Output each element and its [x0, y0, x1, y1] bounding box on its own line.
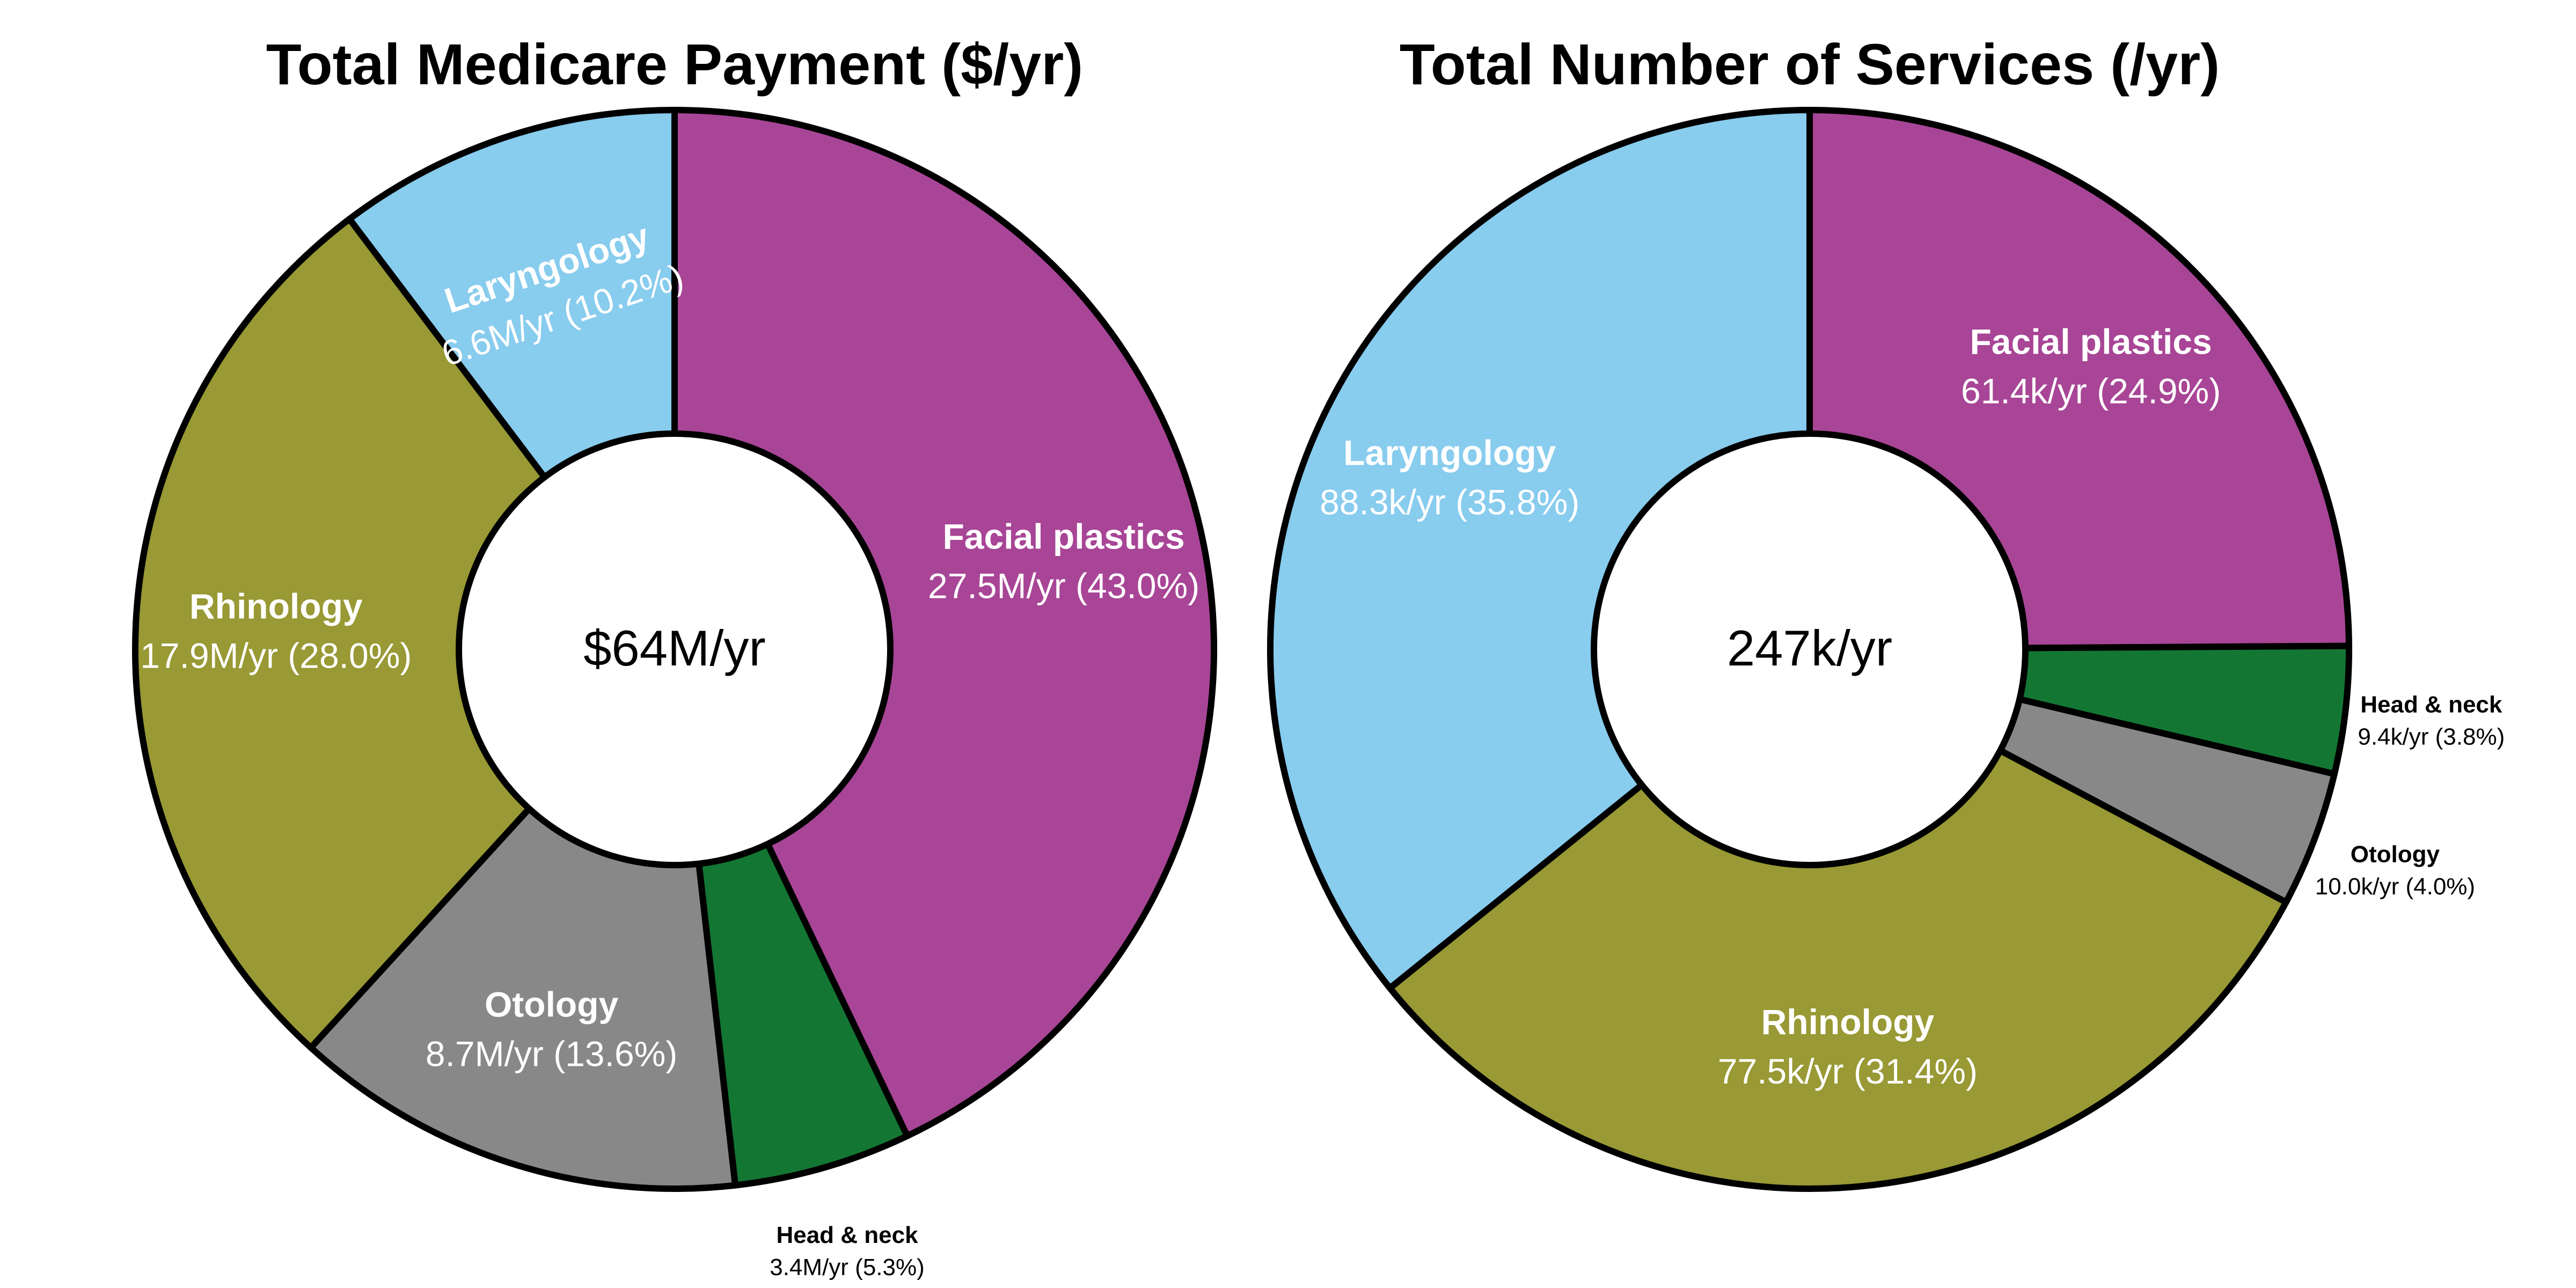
payment-donut-chart: Total Medicare Payment ($/yr) $64M/yr Fa… [132, 32, 1218, 1280]
slice-name-label: Laryngology [1343, 433, 1556, 473]
slice-rhinology [1386, 646, 2289, 1192]
slice-label-rhinology: Rhinology 77.5k/yr (31.4%) [1718, 1002, 1978, 1091]
slice-label-head-and-neck: Head & neck 9.4k/yr (3.8%) [2358, 691, 2505, 750]
slice-label-facial-plastics: Facial plastics 27.5M/yr (43.0%) [928, 517, 1199, 606]
slice-label-laryngology: Laryngology 88.3k/yr (35.8%) [1320, 433, 1579, 522]
slice-value-label: 10.0k/yr (4.0%) [2315, 874, 2475, 900]
slice-group [1267, 107, 2352, 1192]
slice-value-label: 3.4M/yr (5.3%) [770, 1254, 925, 1280]
slice-label-otology: Otology 10.0k/yr (4.0%) [2315, 841, 2475, 900]
slice-label-otology: Otology 8.7M/yr (13.6%) [426, 984, 677, 1073]
center-total-label: 247k/yr [1727, 620, 1892, 676]
slice-laryngology [1267, 107, 1813, 992]
slice-value-label: 61.4k/yr (24.9%) [1961, 371, 2221, 411]
slice-facial-plastics [671, 107, 1218, 1139]
slice-name-label: Otology [2351, 841, 2440, 868]
slice-name-label: Otology [485, 984, 619, 1024]
donut-hole [1591, 430, 2029, 868]
donut-hole [456, 430, 894, 868]
slice-name-label: Facial plastics [1970, 322, 2212, 362]
slice-label-head-and-neck: Head & neck 3.4M/yr (5.3%) [770, 1222, 925, 1280]
slice-name-label: Rhinology [1761, 1002, 1935, 1042]
chart-title: Total Number of Services (/yr) [1400, 32, 2220, 97]
chart-title: Total Medicare Payment ($/yr) [266, 32, 1084, 97]
slice-name-label: Rhinology [189, 587, 363, 626]
slice-value-label: 8.7M/yr (13.6%) [426, 1034, 677, 1073]
slice-rhinology [132, 216, 678, 1051]
slice-label-facial-plastics: Facial plastics 61.4k/yr (24.9%) [1961, 322, 2221, 411]
label-group: Facial plastics 61.4k/yr (24.9%) Head & ne… [1320, 322, 2505, 1092]
slice-value-label: 77.5k/yr (31.4%) [1718, 1051, 1978, 1091]
slice-name-label: Head & neck [776, 1222, 918, 1248]
slice-value-label: 9.4k/yr (3.8%) [2358, 723, 2505, 750]
slice-name-label: Head & neck [2360, 691, 2502, 718]
slice-label-rhinology: Rhinology 17.9M/yr (28.0%) [140, 587, 412, 676]
slice-name-label: Facial plastics [942, 517, 1184, 557]
slice-value-label: 27.5M/yr (43.0%) [928, 566, 1199, 606]
slice-value-label: 88.3k/yr (35.8%) [1320, 482, 1579, 522]
services-donut-chart: Total Number of Services (/yr) 247k/yr F… [1267, 32, 2505, 1192]
slice-value-label: 17.9M/yr (28.0%) [140, 636, 412, 676]
center-total-label: $64M/yr [583, 620, 766, 676]
